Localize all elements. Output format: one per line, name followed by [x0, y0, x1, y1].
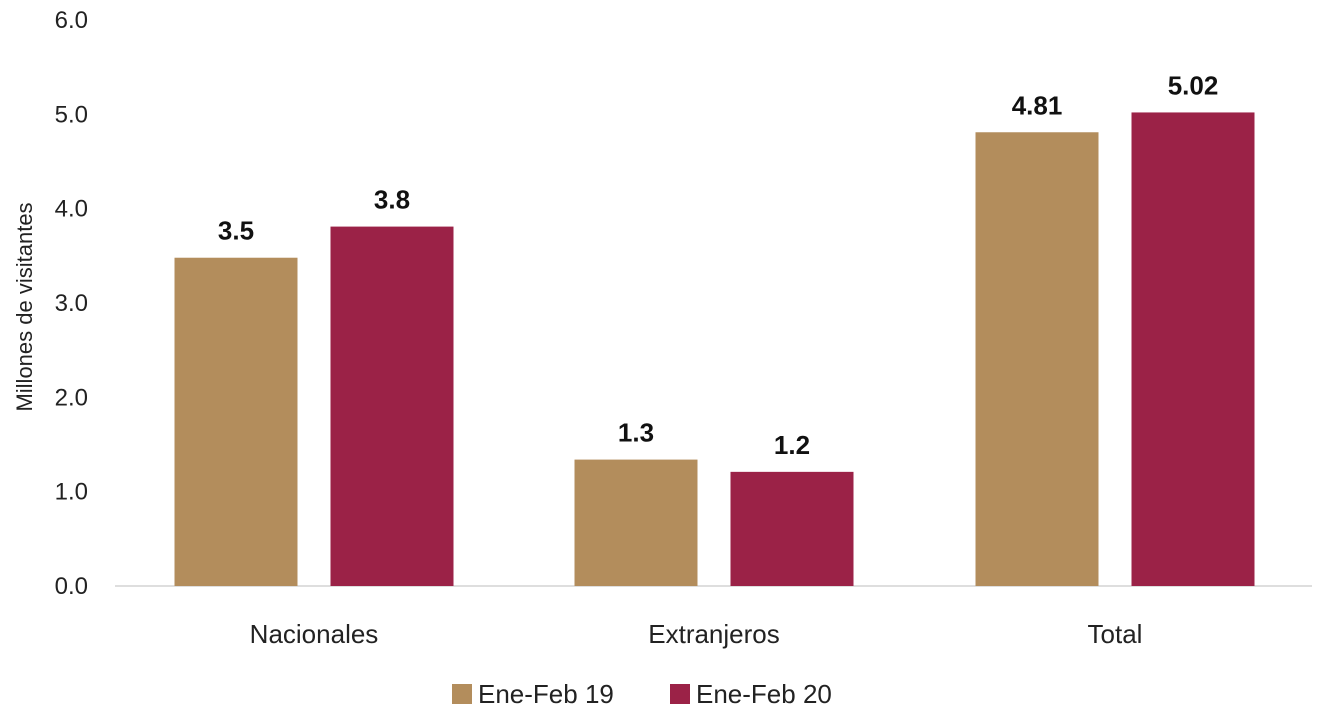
y-axis-label: Millones de visitantes — [12, 202, 37, 411]
bar — [330, 226, 454, 586]
data-label: 1.3 — [618, 418, 654, 448]
bar — [174, 257, 298, 586]
data-label: 3.8 — [374, 185, 410, 215]
y-tick-label: 3.0 — [55, 290, 88, 317]
y-tick-label: 6.0 — [55, 7, 88, 34]
x-tick-label: Nacionales — [250, 619, 379, 649]
legend-swatch — [452, 684, 472, 704]
y-tick-label: 4.0 — [55, 196, 88, 223]
data-label: 3.5 — [218, 216, 254, 246]
category-labels: Nacionales Extranjeros Total — [250, 619, 1143, 649]
x-tick-label: Total — [1088, 619, 1143, 649]
data-label: 5.02 — [1168, 70, 1219, 100]
bar — [730, 471, 854, 586]
data-labels: 3.5 3.8 1.3 1.2 4.81 5.02 — [218, 70, 1218, 459]
data-label: 1.2 — [774, 430, 810, 460]
bar — [1131, 112, 1255, 587]
x-tick-label: Extranjeros — [648, 619, 780, 649]
legend-entry: Ene-Feb 20 — [696, 679, 832, 709]
legend: Ene-Feb 19 Ene-Feb 20 — [452, 679, 832, 709]
data-label: 4.81 — [1012, 90, 1063, 120]
y-tick-label: 0.0 — [55, 573, 88, 600]
y-tick-label: 5.0 — [55, 101, 88, 128]
bar — [574, 459, 698, 586]
legend-swatch — [670, 684, 690, 704]
bar — [975, 132, 1099, 587]
legend-entry: Ene-Feb 19 — [478, 679, 614, 709]
bars — [174, 112, 1255, 587]
y-tick-label: 2.0 — [55, 384, 88, 411]
y-tick-label: 1.0 — [55, 479, 88, 506]
y-axis-ticks: 0.0 1.0 2.0 3.0 4.0 5.0 6.0 — [55, 7, 88, 600]
